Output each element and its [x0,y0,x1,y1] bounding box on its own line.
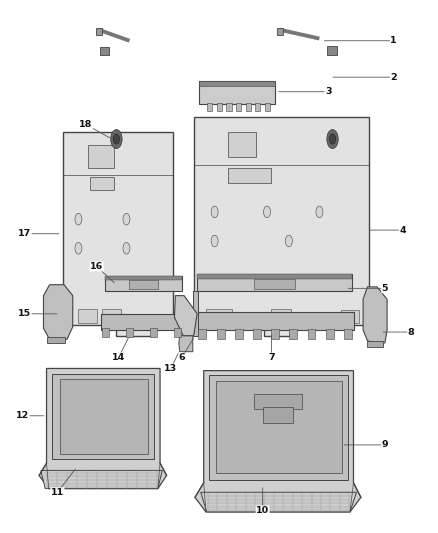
Circle shape [75,243,82,254]
Circle shape [286,235,292,247]
Text: 4: 4 [399,225,406,235]
Bar [235,329,243,338]
Bar [254,394,302,408]
Text: 17: 17 [18,229,32,238]
Bar [199,81,275,86]
Circle shape [327,130,338,149]
Polygon shape [174,296,197,336]
Bar [272,309,291,324]
Text: 8: 8 [408,328,414,336]
Bar [90,177,114,190]
Bar [126,328,133,337]
Bar [207,103,212,111]
Text: 12: 12 [16,411,29,421]
Polygon shape [209,375,348,480]
Bar [78,310,97,322]
Polygon shape [63,132,173,336]
Bar [198,329,206,338]
Circle shape [113,134,120,144]
Text: 5: 5 [381,284,388,293]
Text: 15: 15 [18,309,31,318]
Bar [246,103,251,111]
Text: 7: 7 [268,353,275,362]
Circle shape [211,235,218,247]
Polygon shape [39,368,166,489]
Text: 13: 13 [164,364,177,373]
Bar [271,329,279,338]
Polygon shape [46,337,65,343]
Bar [253,329,261,338]
Bar [326,329,334,338]
Text: 9: 9 [381,440,388,449]
Text: 14: 14 [112,353,125,362]
Polygon shape [193,290,198,336]
Bar [100,46,109,55]
Polygon shape [52,374,154,459]
Polygon shape [197,274,352,290]
Bar [96,28,102,35]
Bar [130,280,158,289]
Polygon shape [195,370,361,512]
Bar [341,310,359,324]
Text: 16: 16 [90,262,103,271]
Bar [236,103,241,111]
Text: 2: 2 [390,72,397,82]
Circle shape [264,206,271,217]
Polygon shape [367,341,383,348]
Polygon shape [43,285,73,340]
Bar [263,407,293,423]
Polygon shape [199,81,275,104]
Bar [228,168,272,183]
Bar [265,103,270,111]
Polygon shape [363,287,387,343]
Polygon shape [60,379,148,454]
Polygon shape [215,381,342,473]
Polygon shape [179,336,193,352]
Polygon shape [194,117,369,336]
Bar [277,28,283,35]
Bar [217,329,225,338]
Circle shape [75,213,82,225]
Bar [150,328,157,337]
Bar [255,103,261,111]
Text: 6: 6 [179,353,185,362]
Bar [174,328,181,337]
Polygon shape [106,276,182,290]
Polygon shape [197,312,354,330]
Bar [88,145,114,168]
Bar [254,279,295,289]
Bar [102,310,121,322]
Circle shape [111,130,122,149]
Bar [102,328,109,337]
Polygon shape [41,471,162,489]
Bar [197,274,352,279]
Bar [344,329,352,338]
Circle shape [123,213,130,225]
Polygon shape [101,314,182,330]
Bar [290,329,297,338]
Text: 10: 10 [256,506,269,515]
Bar [228,132,256,157]
Text: 18: 18 [79,120,92,129]
Bar [307,329,315,338]
Bar [327,46,337,55]
Text: 1: 1 [390,36,397,45]
Circle shape [316,206,323,217]
Bar [206,309,232,324]
Circle shape [329,134,336,144]
Bar [217,103,222,111]
Circle shape [123,243,130,254]
Circle shape [211,206,218,217]
Bar [226,103,232,111]
Polygon shape [201,492,357,512]
Bar [106,276,182,280]
Text: 11: 11 [51,488,64,497]
Text: 3: 3 [325,87,332,96]
